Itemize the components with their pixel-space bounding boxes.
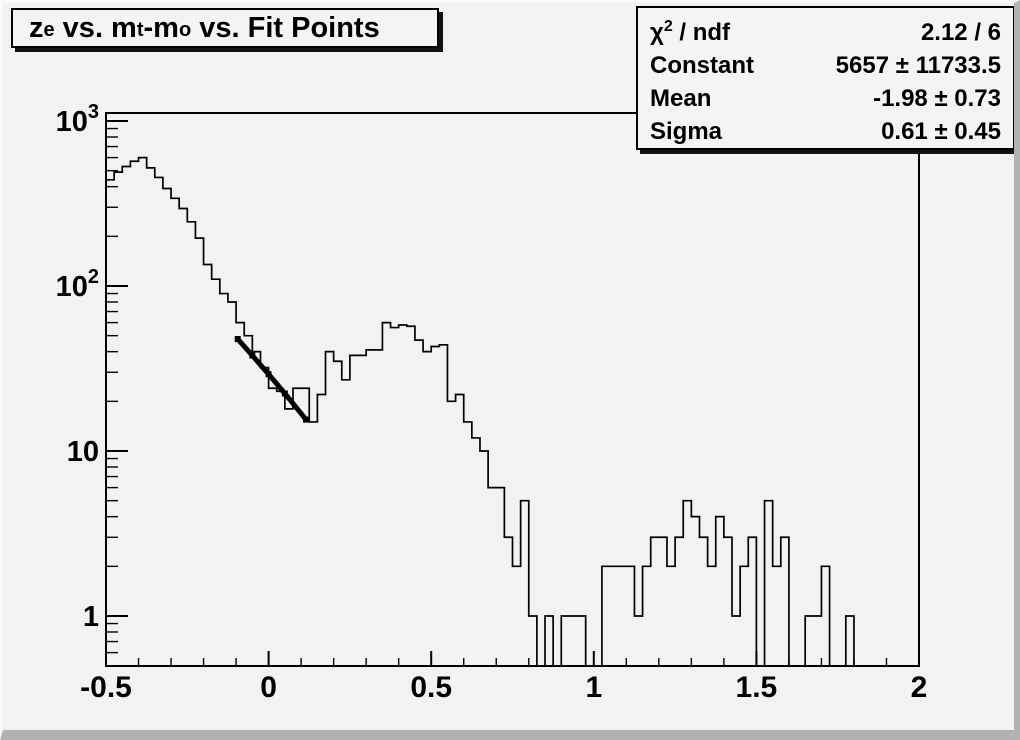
fit-point-marker [302,416,309,423]
title-text-segment: vs. Fit Points [191,11,380,44]
stats-row: Constant 5657 ± 11733.5 [638,49,1013,82]
stats-label-base: Mean [650,85,712,112]
fit-point-marker [249,352,256,359]
plot-frame [105,112,920,667]
stats-row: χ2 / ndf 2.12 / 6 [638,10,1013,49]
fit-point-marker [265,371,272,378]
title-subscript: o [178,18,192,41]
stats-row-label: Mean [650,82,711,115]
stats-row: Sigma 0.61 ± 0.45 [638,115,1013,148]
x-tick-label: -0.5 [80,671,132,704]
fit-point-marker [234,336,241,343]
x-tick-label: 0.5 [410,671,452,704]
stats-row-value: 0.61 ± 0.45 [881,118,1001,145]
x-tick-label: 2 [911,671,928,704]
title-text-segment: z [29,11,44,44]
stats-label-base: χ [650,19,664,46]
stats-row-value: -1.98 ± 0.73 [873,85,1001,112]
fit-stats-box: χ2 / ndf 2.12 / 6 Constant 5657 ± 11733.5 Me… [636,6,1014,150]
stats-row-value: 2.12 / 6 [920,19,1001,46]
stats-row: Mean -1.98 ± 0.73 [638,82,1013,115]
stats-label-base: Sigma [650,118,723,145]
y-tick-label: 102 [56,266,99,303]
title-subscript: t [136,18,144,41]
y-tick-label: 10 [67,436,99,468]
y-tick-label: 1 [83,601,99,633]
stats-row-value: 5657 ± 11733.5 [835,52,1001,79]
stats-label-base: Constant [650,52,754,79]
histogram-line [106,156,919,667]
stats-label-exponent: 2 [663,18,673,35]
title-subscript: e [43,18,55,41]
title-text-segment: -m [143,11,179,44]
fit-point-marker [281,390,288,397]
stats-label-rest: / ndf [672,19,731,46]
x-tick-label: 0 [260,671,277,704]
stats-row-label: χ2 / ndf [650,10,730,49]
x-tick-label: 1 [585,671,602,704]
title-text-segment: vs. m [54,11,137,44]
x-tick-label: 1.5 [736,671,778,704]
histogram-plot: -0.5 0 0.5 1 1.5 2 1 10 102 103 [56,101,928,704]
stats-row-label: Sigma [650,115,722,148]
y-tick-label: 103 [56,101,99,138]
fit-line [235,336,309,423]
stats-row-label: Constant [650,49,754,82]
